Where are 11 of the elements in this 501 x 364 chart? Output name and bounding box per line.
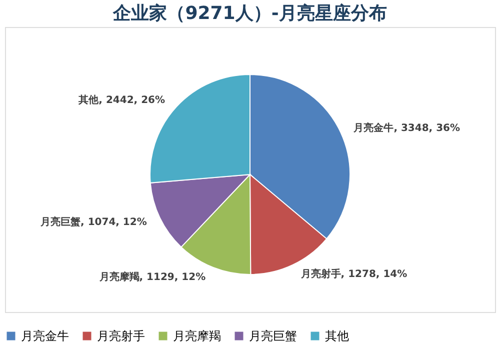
legend-label: 其他 [325, 329, 349, 343]
data-label: 其他, 2442, 26% [78, 94, 166, 106]
legend-label: 月亮巨蟹 [249, 329, 297, 343]
data-label: 月亮射手, 1278, 14% [300, 268, 408, 280]
chart-title: 企业家（9271人）-月亮星座分布 [112, 3, 387, 24]
data-label: 月亮巨蟹, 1074, 12% [40, 216, 147, 228]
legend-label: 月亮金牛 [21, 329, 69, 343]
data-label: 月亮摩羯, 1129, 12% [98, 270, 206, 283]
legend-label: 月亮摩羯 [173, 329, 221, 343]
legend-label: 月亮射手 [97, 329, 145, 343]
data-label: 月亮金牛, 3348, 36% [352, 122, 460, 134]
